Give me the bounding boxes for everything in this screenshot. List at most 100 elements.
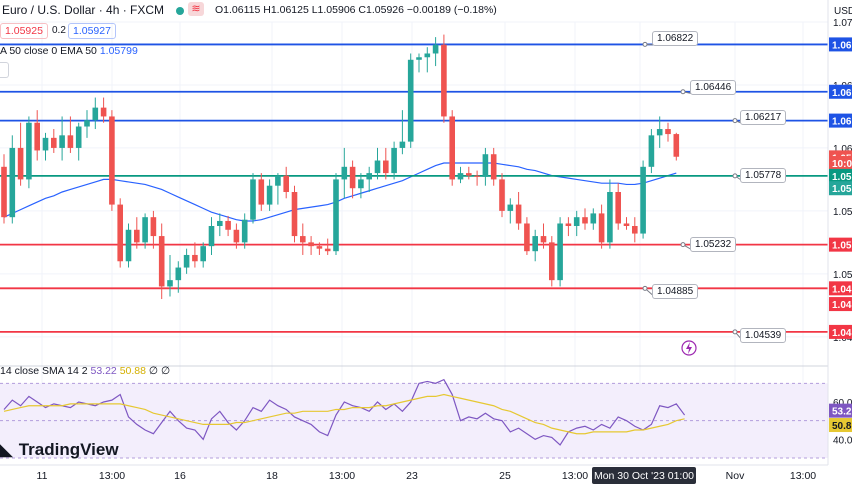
candle-body-59 <box>490 154 497 180</box>
candle-body-21 <box>175 267 182 281</box>
candle-23 <box>192 242 198 268</box>
candle-16 <box>134 217 140 249</box>
rsi-badge-0: 53.2 <box>832 407 852 418</box>
candlestick-series <box>1 34 680 300</box>
candle-64 <box>532 229 538 262</box>
sell-price[interactable]: 1.05925 <box>0 23 48 39</box>
currency-label[interactable]: USD <box>834 6 852 17</box>
rsi-sma-legend-value: 50.88 <box>119 365 146 377</box>
candle-body-73 <box>607 192 613 243</box>
candle-body-15 <box>125 229 132 262</box>
candle-body-28 <box>233 229 240 243</box>
candle-10 <box>84 110 90 138</box>
candle-19 <box>158 223 165 300</box>
candle-body-65 <box>540 236 547 243</box>
candle-39 <box>324 238 331 255</box>
price-badge-9: 1.04 <box>832 300 852 311</box>
candle-13 <box>109 110 115 211</box>
collapse-legend-button[interactable] <box>0 62 9 78</box>
price-badge-bg-2 <box>829 113 852 128</box>
candle-27 <box>225 215 231 237</box>
candle-body-67 <box>557 223 563 281</box>
candle-body-74 <box>615 192 621 224</box>
candle-body-41 <box>341 166 348 180</box>
candle-7 <box>59 116 65 161</box>
candle-body-7 <box>59 135 65 148</box>
candle-80 <box>665 122 671 142</box>
candle-57 <box>474 170 480 186</box>
candle-body-56 <box>466 173 472 176</box>
symbol-title[interactable]: Euro / U.S. Dollar · 4h · FXCM <box>2 3 165 17</box>
candle-55 <box>457 166 464 184</box>
ema-path <box>3 162 677 222</box>
time-tick-2: 16 <box>174 470 186 482</box>
replay-icon[interactable]: ≋ <box>188 2 204 16</box>
candle-body-45 <box>374 160 381 174</box>
rsi-series <box>3 378 686 446</box>
candle-body-70 <box>582 217 588 224</box>
candle-67 <box>557 217 563 287</box>
candle-12 <box>100 97 107 123</box>
candle-body-72 <box>598 213 605 243</box>
candle-49 <box>407 53 414 148</box>
candle-9 <box>75 122 82 161</box>
candle-body-30 <box>250 179 256 220</box>
candle-76 <box>632 217 638 243</box>
spread-value: 0.2 <box>52 25 66 36</box>
candle-60 <box>499 173 505 218</box>
price-badge-7: 1.05 <box>832 241 852 252</box>
candle-47 <box>391 141 397 180</box>
candle-33 <box>275 173 281 205</box>
candle-21 <box>175 261 182 293</box>
time-tick-0: 11 <box>37 470 48 482</box>
candle-1 <box>9 135 16 224</box>
candle-61 <box>507 198 514 224</box>
candle-body-44 <box>366 173 372 180</box>
ema-indicator-label[interactable]: A 50 close 0 EMA 50 1.05799 <box>0 45 138 57</box>
price-badge-1: 1.06 <box>832 88 852 99</box>
candle-51 <box>424 47 431 73</box>
time-axis[interactable]: 11 13:00 16 18 13:00 23 25 13:00 Mon 30 Oct '23 … <box>0 464 828 484</box>
rsi-badge-bg-1 <box>829 418 852 433</box>
candle-body-6 <box>51 137 57 148</box>
candle-body-23 <box>192 254 198 262</box>
level-label-6: 1.04885 <box>652 284 699 299</box>
status-dot-icon <box>176 7 184 15</box>
candle-3 <box>26 116 32 189</box>
lightning-icon[interactable] <box>681 340 697 356</box>
candle-30 <box>250 173 256 224</box>
candle-body-62 <box>515 204 522 224</box>
candle-body-43 <box>358 179 364 189</box>
price-axis[interactable]: 1.0701.0651.0601.0551.0501.0451.061.061.… <box>827 0 852 485</box>
candle-2 <box>17 122 24 186</box>
candle-25 <box>208 217 215 255</box>
price-badge-bg-7 <box>829 237 852 252</box>
price-badge-6: 1.05 <box>832 184 852 195</box>
candle-45 <box>374 147 381 180</box>
candle-73 <box>607 179 613 249</box>
ohlc-readout: O1.06115 H1.06125 L1.05906 C1.05926 −0.0… <box>215 4 497 16</box>
candle-36 <box>300 223 306 255</box>
candle-body-35 <box>291 192 298 237</box>
candle-26 <box>217 213 223 237</box>
candle-body-57 <box>474 175 480 177</box>
tradingview-logo[interactable]: ◣ TradingView <box>0 440 119 460</box>
candle-body-24 <box>200 246 206 262</box>
time-tick-10: 13:00 <box>790 470 816 482</box>
level-anchor-6 <box>642 285 648 291</box>
candle-70 <box>582 208 588 230</box>
candle-41 <box>341 147 348 199</box>
buy-price[interactable]: 1.05927 <box>68 23 116 39</box>
rsi-legend[interactable]: 14 close SMA 14 2 53.22 50.88 ∅ ∅ <box>0 365 170 377</box>
candle-20 <box>167 254 173 297</box>
candle-52 <box>432 37 439 67</box>
price-tick-0: 1.070 <box>833 18 852 29</box>
candle-body-42 <box>349 166 356 189</box>
candle-18 <box>150 210 157 249</box>
price-tick-3: 1.055 <box>833 207 852 218</box>
candle-body-16 <box>134 229 140 243</box>
rsi-legend-label: 14 close SMA 14 2 <box>0 365 88 377</box>
candle-14 <box>117 198 123 268</box>
candle-32 <box>266 179 273 211</box>
